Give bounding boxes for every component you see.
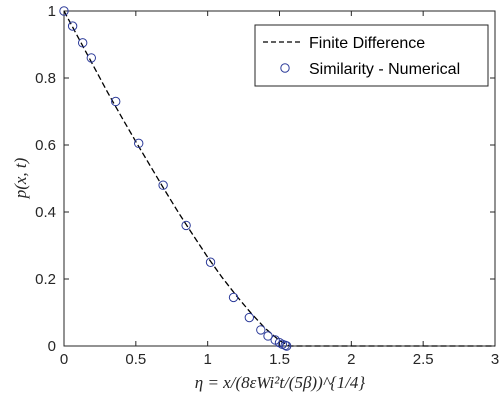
similarity-point <box>263 331 273 341</box>
y-tick-label: 0.6 <box>35 137 56 154</box>
legend-label-similarity-numerical: Similarity - Numerical <box>309 61 460 78</box>
x-tick-label: 2 <box>347 351 355 368</box>
legend: Finite Difference Similarity - Numerical <box>254 24 489 87</box>
y-tick-label: 0.2 <box>35 271 56 288</box>
similarity-point <box>59 6 69 16</box>
similarity-point <box>244 312 255 323</box>
y-axis-label: p(x, t) <box>11 157 30 199</box>
similarity-point <box>205 257 216 267</box>
legend-swatch-similarity-numerical <box>280 63 290 73</box>
x-tick-label: 1.5 <box>269 351 290 368</box>
y-tick-label: 0.8 <box>35 70 56 87</box>
legend-box <box>254 24 489 87</box>
x-tick-label: 1 <box>203 351 211 368</box>
x-tick-label: 0.5 <box>125 351 146 368</box>
similarity-point <box>228 292 239 303</box>
x-tick-label: 3 <box>491 351 499 368</box>
similarity-point <box>256 325 266 335</box>
y-axis-ticks: 0 0.2 0.4 0.6 0.8 1 <box>35 3 495 355</box>
similarity-point <box>281 341 292 351</box>
similarity-point <box>86 53 97 63</box>
x-tick-label: 2.5 <box>413 351 434 368</box>
similarity-point <box>181 220 191 231</box>
y-tick-label: 1 <box>48 3 56 20</box>
legend-label-finite-difference: Finite Difference <box>309 35 425 52</box>
x-tick-label: 0 <box>60 351 68 368</box>
similarity-point <box>77 38 88 48</box>
similarity-point <box>134 138 144 149</box>
y-tick-label: 0 <box>48 338 56 355</box>
series-similarity-numerical <box>59 6 292 351</box>
similarity-point <box>111 96 121 107</box>
similarity-point <box>67 21 78 31</box>
x-axis-label: η = x/(8εWi²t/(5β))^{1/4} <box>195 373 366 392</box>
x-axis-ticks: 0 0.5 1 1.5 2 2.5 3 <box>60 11 499 368</box>
y-tick-label: 0.4 <box>35 204 56 221</box>
similarity-point <box>158 180 168 190</box>
